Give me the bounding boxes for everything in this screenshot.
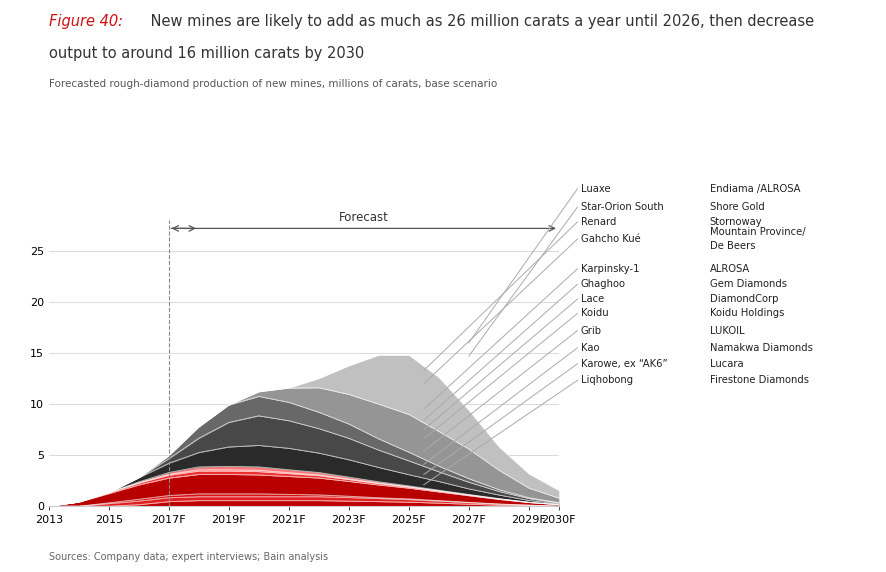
Text: Gahcho Kué: Gahcho Kué <box>580 234 640 244</box>
Text: output to around 16 million carats by 2030: output to around 16 million carats by 20… <box>49 46 363 61</box>
Text: Forecasted rough-diamond production of new mines, millions of carats, base scena: Forecasted rough-diamond production of n… <box>49 79 496 89</box>
Text: Ghaghoo: Ghaghoo <box>580 279 626 289</box>
Text: Namakwa Diamonds: Namakwa Diamonds <box>709 343 812 353</box>
Text: Koidu Holdings: Koidu Holdings <box>709 308 783 319</box>
Text: New mines are likely to add as much as 26 million carats a year until 2026, then: New mines are likely to add as much as 2… <box>146 14 813 29</box>
Text: Star-Orion South: Star-Orion South <box>580 202 663 212</box>
Text: De Beers: De Beers <box>709 241 754 251</box>
Text: Luaxe: Luaxe <box>580 184 610 194</box>
Text: Firestone Diamonds: Firestone Diamonds <box>709 375 808 386</box>
Text: LUKOIL: LUKOIL <box>709 325 743 336</box>
Text: Grib: Grib <box>580 325 602 336</box>
Text: Stornoway: Stornoway <box>709 217 761 227</box>
Text: Lucara: Lucara <box>709 359 742 369</box>
Text: Gem Diamonds: Gem Diamonds <box>709 279 786 289</box>
Text: Sources: Company data; expert interviews; Bain analysis: Sources: Company data; expert interviews… <box>49 552 328 562</box>
Text: Karowe, ex “AK6”: Karowe, ex “AK6” <box>580 359 667 369</box>
Text: Karpinsky-1: Karpinsky-1 <box>580 264 639 274</box>
Text: Liqhobong: Liqhobong <box>580 375 633 386</box>
Text: Renard: Renard <box>580 217 616 227</box>
Text: Figure 40:: Figure 40: <box>49 14 122 29</box>
Text: Koidu: Koidu <box>580 308 608 319</box>
Text: DiamondCorp: DiamondCorp <box>709 294 777 304</box>
Text: ALROSA: ALROSA <box>709 264 749 274</box>
Text: Kao: Kao <box>580 343 599 353</box>
Text: Forecast: Forecast <box>338 211 388 224</box>
Text: Endiama /ALROSA: Endiama /ALROSA <box>709 184 799 194</box>
Text: Lace: Lace <box>580 294 603 304</box>
Text: Mountain Province/: Mountain Province/ <box>709 227 804 237</box>
Text: Shore Gold: Shore Gold <box>709 202 764 212</box>
